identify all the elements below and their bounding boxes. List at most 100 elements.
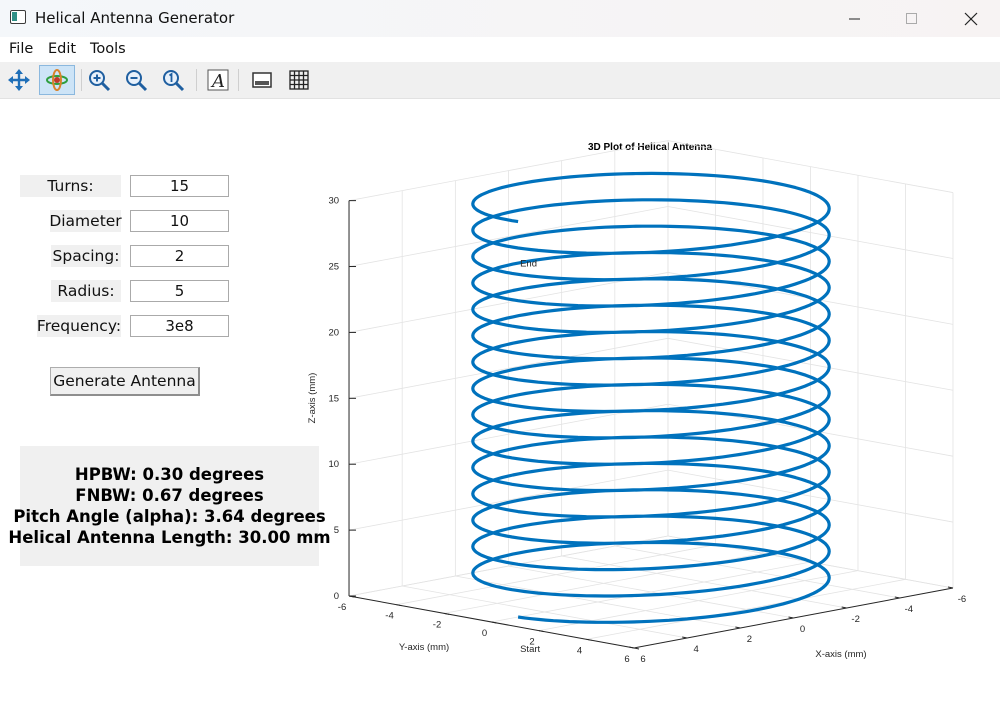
x-tick-label: 2	[747, 634, 752, 645]
minimize-icon	[849, 18, 860, 19]
toolbar: A	[0, 62, 1000, 99]
grid-line	[667, 140, 954, 193]
radius-input[interactable]: 5	[130, 280, 229, 302]
grid-line	[402, 585, 688, 639]
x-tick	[894, 596, 900, 599]
diameter-label: Diameter	[49, 210, 122, 232]
helix-path	[471, 171, 831, 624]
zoom-out-button[interactable]	[121, 65, 151, 95]
z-tick-label: 5	[334, 525, 339, 536]
x-tick	[947, 586, 954, 589]
y-tick	[586, 638, 592, 641]
grid-line	[586, 578, 906, 640]
pan-button[interactable]	[4, 65, 34, 95]
maximize-button[interactable]	[883, 0, 941, 37]
grid-icon	[289, 70, 309, 90]
toolbar-separator	[196, 69, 197, 91]
end-annotation: End	[520, 259, 537, 270]
generate-antenna-button[interactable]: Generate Antenna	[50, 367, 200, 396]
legend-button[interactable]	[247, 65, 277, 95]
y-tick	[396, 604, 402, 607]
y-tick-label: -4	[385, 611, 393, 622]
reset-zoom-button[interactable]	[158, 65, 188, 95]
turns-label: Turns:	[20, 175, 121, 197]
spacing-input[interactable]: 2	[130, 245, 229, 267]
y-tick-label: 2	[529, 637, 534, 648]
menu-file[interactable]: File	[9, 41, 34, 57]
grid-line	[667, 403, 954, 457]
zoom-out-icon	[126, 70, 148, 92]
grid-line	[455, 575, 741, 629]
app-icon	[10, 10, 26, 24]
svg-text:A: A	[210, 71, 225, 92]
y-tick-label: -6	[338, 602, 346, 613]
minimize-button[interactable]	[826, 0, 884, 37]
start-annotation: Start	[520, 644, 540, 655]
spacing-label: Spacing:	[51, 245, 121, 267]
grid-line	[508, 565, 794, 619]
grid-line	[348, 403, 669, 465]
z-axis-label: Z-axis (mm)	[307, 373, 318, 424]
z-tick-label: 25	[328, 262, 339, 273]
zoom-in-button[interactable]	[84, 65, 114, 95]
rotate-3d-icon	[46, 69, 68, 91]
menu-edit[interactable]: Edit	[48, 41, 77, 57]
grid-line	[396, 544, 716, 606]
hpbw-text: HPBW: 0.30 degrees	[74, 465, 265, 484]
y-axis-line	[348, 595, 635, 649]
x-axis-line	[633, 587, 954, 649]
toolbar-separator	[238, 69, 239, 91]
x-tick-label: -2	[851, 614, 859, 625]
z-tick-label: 30	[328, 196, 339, 207]
frequency-label: Frequency:	[36, 315, 122, 337]
grid-line	[348, 140, 669, 202]
x-tick	[735, 626, 741, 629]
title-bar: Helical Antenna Generator	[0, 0, 1000, 37]
grid-line	[348, 595, 635, 649]
grid-line	[667, 206, 954, 259]
y-tick-label: 4	[577, 645, 582, 656]
y-tick-label: 6	[624, 654, 629, 665]
grid-button[interactable]	[284, 65, 314, 95]
grid-line	[348, 469, 669, 531]
fnbw-text: FNBW: 0.67 degrees	[75, 486, 264, 505]
pitch-angle-text: Pitch Angle (alpha): 3.64 degrees	[13, 507, 326, 526]
z-tick-label: 20	[328, 327, 339, 338]
results-panel: HPBW: 0.30 degrees FNBW: 0.67 degrees Pi…	[8, 446, 331, 566]
y-tick	[491, 621, 497, 624]
y-tick	[633, 647, 640, 650]
turns-input[interactable]: 15	[130, 175, 229, 197]
menu-bar: File Edit Tools	[0, 37, 1000, 62]
y-tick	[443, 612, 450, 615]
y-tick	[538, 630, 545, 633]
grid-line	[348, 535, 669, 597]
reset-zoom-icon	[163, 70, 185, 92]
helix-curve	[471, 171, 831, 624]
plot-grid	[348, 140, 954, 649]
grid-line	[491, 561, 811, 623]
radius-label: Radius:	[51, 280, 121, 302]
toolbar-separator	[81, 69, 82, 91]
y-axis-label: Y-axis (mm)	[399, 642, 449, 653]
x-tick	[628, 646, 635, 649]
grid-line	[667, 535, 954, 589]
z-tick-label: 15	[328, 393, 339, 404]
frequency-input[interactable]: 3e8	[130, 315, 229, 337]
grid-line	[538, 570, 859, 632]
z-tick-label: 10	[328, 459, 339, 470]
rotate-3d-button[interactable]	[39, 65, 75, 95]
grid-line	[348, 206, 669, 267]
grid-line	[667, 272, 954, 325]
grid-line	[561, 555, 847, 609]
diameter-input[interactable]: 10	[130, 210, 229, 232]
close-button[interactable]	[942, 0, 1000, 37]
grid-line	[633, 587, 954, 649]
insert-text-button[interactable]: A	[203, 65, 233, 95]
menu-tools[interactable]: Tools	[90, 41, 126, 57]
y-tick-label: 0	[482, 628, 487, 639]
grid-line	[667, 469, 954, 523]
legend-icon	[252, 72, 272, 88]
close-icon	[964, 12, 978, 25]
pan-icon	[8, 69, 30, 91]
maximize-icon	[906, 12, 917, 24]
